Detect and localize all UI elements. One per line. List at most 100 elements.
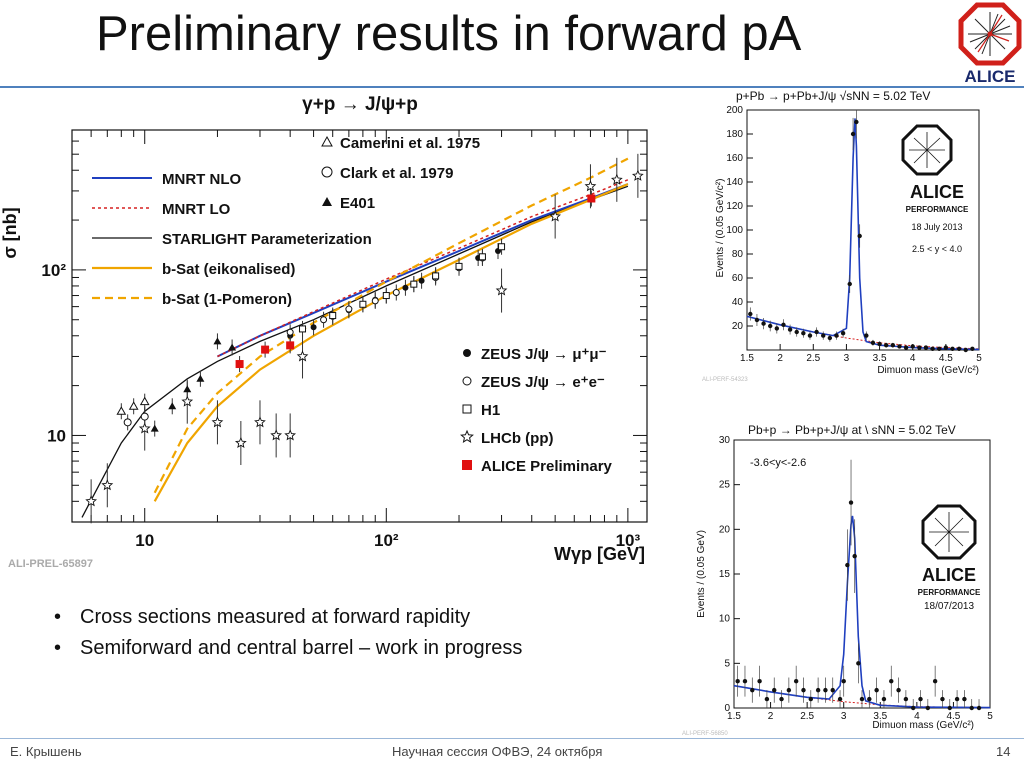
main-point-zeus — [418, 277, 425, 284]
rt-y-tick-label: 200 — [726, 105, 743, 116]
rt-data-point — [864, 333, 869, 338]
main-point-e401 — [150, 424, 159, 432]
main-y-tick-label: 10 — [47, 426, 66, 445]
rt-badge-date: 18 July 2013 — [911, 222, 962, 232]
rt-data-point — [903, 345, 909, 350]
legend-label: ZEUS J/ψ → e⁺e⁻ — [481, 374, 605, 391]
rb-data-point — [823, 687, 828, 693]
main-x-tick-label: 10³ — [616, 531, 641, 550]
legend-label: STARLIGHT Parameterization — [162, 231, 372, 248]
main-point-lhcb — [631, 169, 644, 181]
rb-x-tick-label: 3.5 — [873, 711, 887, 722]
main-point-h1 — [359, 300, 367, 308]
legend-marker — [462, 404, 472, 414]
rb-data-point — [954, 696, 960, 702]
rt-badge-note: 2.5 < y < 4.0 — [912, 244, 962, 254]
rb-data-point — [735, 679, 740, 684]
rb-data-point — [764, 696, 770, 702]
rb-data-point — [786, 687, 792, 693]
rb-badge-date: 18/07/2013 — [924, 601, 974, 612]
rb-y-tick-label: 15 — [719, 569, 731, 580]
rb-y-tick-label: 10 — [719, 614, 731, 625]
rt-y-tick-label: 40 — [732, 297, 744, 308]
rt-watermark: ALI-PERF-54323 — [702, 377, 748, 383]
main-x-label: Wγp [GeV] — [554, 544, 645, 564]
bullet-item: • Semiforward and central barrel – work i… — [46, 633, 522, 664]
rb-watermark: ALI-PERF-56850 — [682, 731, 728, 737]
main-point-alice — [587, 194, 596, 203]
main-curve-mnrt-nlo — [216, 183, 629, 358]
main-ticks: 10 10² 10³ 10 10² — [41, 129, 647, 550]
main-point-camerini — [116, 406, 127, 415]
rb-data-point — [947, 705, 952, 711]
main-point-camerini — [128, 401, 139, 410]
main-point-lhcb — [85, 495, 98, 507]
legend-label: Clark et al. 1979 — [340, 165, 453, 182]
main-point-zeus — [320, 316, 328, 324]
rt-badge-logo-text: ALICE — [910, 182, 964, 202]
rt-data-point — [923, 345, 929, 350]
rb-data-point — [837, 696, 843, 702]
main-point-e401 — [213, 337, 222, 345]
rb-x-label: Dimuon mass (GeV/c²) — [872, 720, 974, 731]
rb-data-point — [925, 705, 931, 711]
main-point-h1 — [455, 262, 463, 270]
main-points — [85, 153, 644, 524]
rb-y-tick-label: 30 — [719, 435, 731, 446]
legend-label: Camerini et al. 1975 — [340, 135, 480, 152]
rt-data-point — [956, 346, 962, 351]
rb-data-point — [903, 696, 909, 702]
legend-marker — [321, 166, 333, 178]
rb-data-point — [757, 679, 762, 684]
main-y-label: σ [nb] — [0, 207, 20, 258]
rb-data-point — [940, 696, 945, 702]
rt-x-tick-label: 3.5 — [873, 353, 887, 364]
legend-marker — [460, 429, 474, 443]
rt-data-point — [943, 345, 949, 350]
main-point-zeus — [310, 324, 317, 331]
rt-data-point — [768, 323, 773, 329]
rt-data-point — [854, 119, 859, 125]
main-point-lhcb — [138, 422, 151, 434]
rb-badge-logo-text: ALICE — [922, 565, 976, 585]
rt-data-point — [870, 340, 876, 345]
rb-x-tick-label: 3 — [841, 711, 847, 722]
rb-y-tick-label: 25 — [719, 480, 731, 491]
rt-data-point — [748, 311, 753, 317]
page-number: 14 — [996, 744, 1011, 759]
legend-label: MNRT NLO — [162, 171, 241, 188]
rb-y-tick-label: 0 — [724, 703, 730, 714]
rt-data-point — [890, 343, 896, 348]
bullet-text: Cross sections measured at forward rapid… — [80, 606, 471, 628]
rt-data-point — [801, 331, 806, 336]
rt-data-point — [821, 333, 826, 338]
main-watermark: ALI-PREL-65897 — [8, 558, 93, 570]
rt-y-tick-label: 20 — [732, 321, 744, 332]
main-point-zeus — [286, 328, 294, 336]
rb-x-tick-label: 2.5 — [800, 711, 814, 722]
rt-y-tick-label: 120 — [726, 201, 743, 212]
rb-data-point — [779, 696, 784, 702]
rt-data-point — [814, 329, 819, 335]
footer-event: Научная сессия ОФВЭ, 24 октября — [392, 744, 603, 759]
legend-label: ALICE Preliminary — [481, 458, 613, 475]
logo-text: ALICE — [965, 67, 1016, 86]
rb-x-tick-label: 4.5 — [946, 711, 960, 722]
main-point-clark — [123, 418, 132, 427]
main-point-e401 — [228, 343, 237, 351]
rb-x-tick-label: 2 — [768, 711, 774, 722]
main-curve-b-sat-1-pomeron- — [153, 157, 629, 494]
rt-data-point — [850, 131, 856, 137]
main-point-lhcb — [284, 429, 297, 441]
main-point-e401 — [196, 374, 205, 382]
rt-data-point — [963, 347, 968, 353]
rt-data-point — [937, 346, 942, 351]
rt-x-tick-label: 3 — [844, 353, 850, 364]
rt-data-point — [781, 322, 786, 327]
main-point-h1 — [478, 253, 486, 261]
main-point-lhcb — [254, 416, 266, 428]
main-point-lhcb — [584, 180, 597, 192]
main-point-h1 — [382, 292, 390, 300]
main-point-clark — [140, 412, 149, 421]
rb-x-tick-label: 5 — [987, 711, 993, 722]
